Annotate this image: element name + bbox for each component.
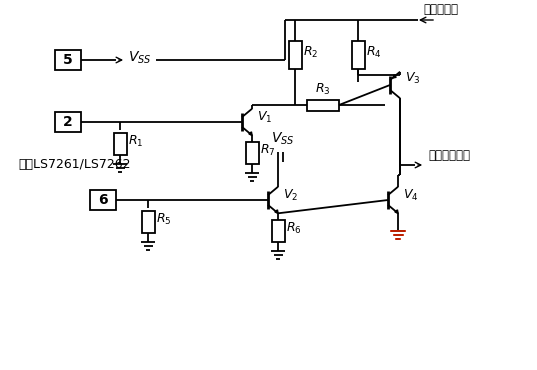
- Polygon shape: [275, 210, 278, 213]
- Text: $R_4$: $R_4$: [366, 44, 382, 60]
- Bar: [142, 211, 155, 233]
- Text: $R_6$: $R_6$: [286, 221, 302, 236]
- Text: $R_1$: $R_1$: [128, 134, 143, 148]
- Text: $V_{SS}$: $V_{SS}$: [271, 131, 295, 147]
- Text: 接电动机绕组: 接电动机绕组: [428, 149, 470, 162]
- Text: 5: 5: [63, 53, 73, 67]
- Bar: [55, 112, 81, 132]
- Bar: [55, 50, 81, 70]
- Text: 来自LS7261/LS7262: 来自LS7261/LS7262: [18, 158, 130, 172]
- Bar: [272, 220, 285, 242]
- Text: 电动机电源: 电动机电源: [423, 3, 458, 16]
- Text: 2: 2: [63, 115, 73, 129]
- Bar: [113, 133, 127, 155]
- Bar: [245, 142, 259, 164]
- Text: $V_3$: $V_3$: [405, 70, 420, 85]
- Text: $R_2$: $R_2$: [303, 44, 318, 60]
- Text: $R_5$: $R_5$: [156, 211, 171, 226]
- Polygon shape: [393, 75, 396, 78]
- Text: 6: 6: [98, 193, 108, 207]
- Text: $V_2$: $V_2$: [283, 188, 298, 202]
- Bar: [90, 190, 116, 210]
- Bar: [288, 41, 301, 69]
- Text: $R_7$: $R_7$: [260, 143, 275, 158]
- Text: $V_{SS}$: $V_{SS}$: [128, 50, 151, 66]
- Bar: [307, 100, 339, 111]
- Text: $V_1$: $V_1$: [257, 110, 272, 125]
- Polygon shape: [249, 132, 252, 135]
- Text: $V_4$: $V_4$: [403, 188, 418, 202]
- Bar: [352, 41, 365, 69]
- Polygon shape: [395, 210, 398, 213]
- Text: $R_3$: $R_3$: [315, 82, 331, 97]
